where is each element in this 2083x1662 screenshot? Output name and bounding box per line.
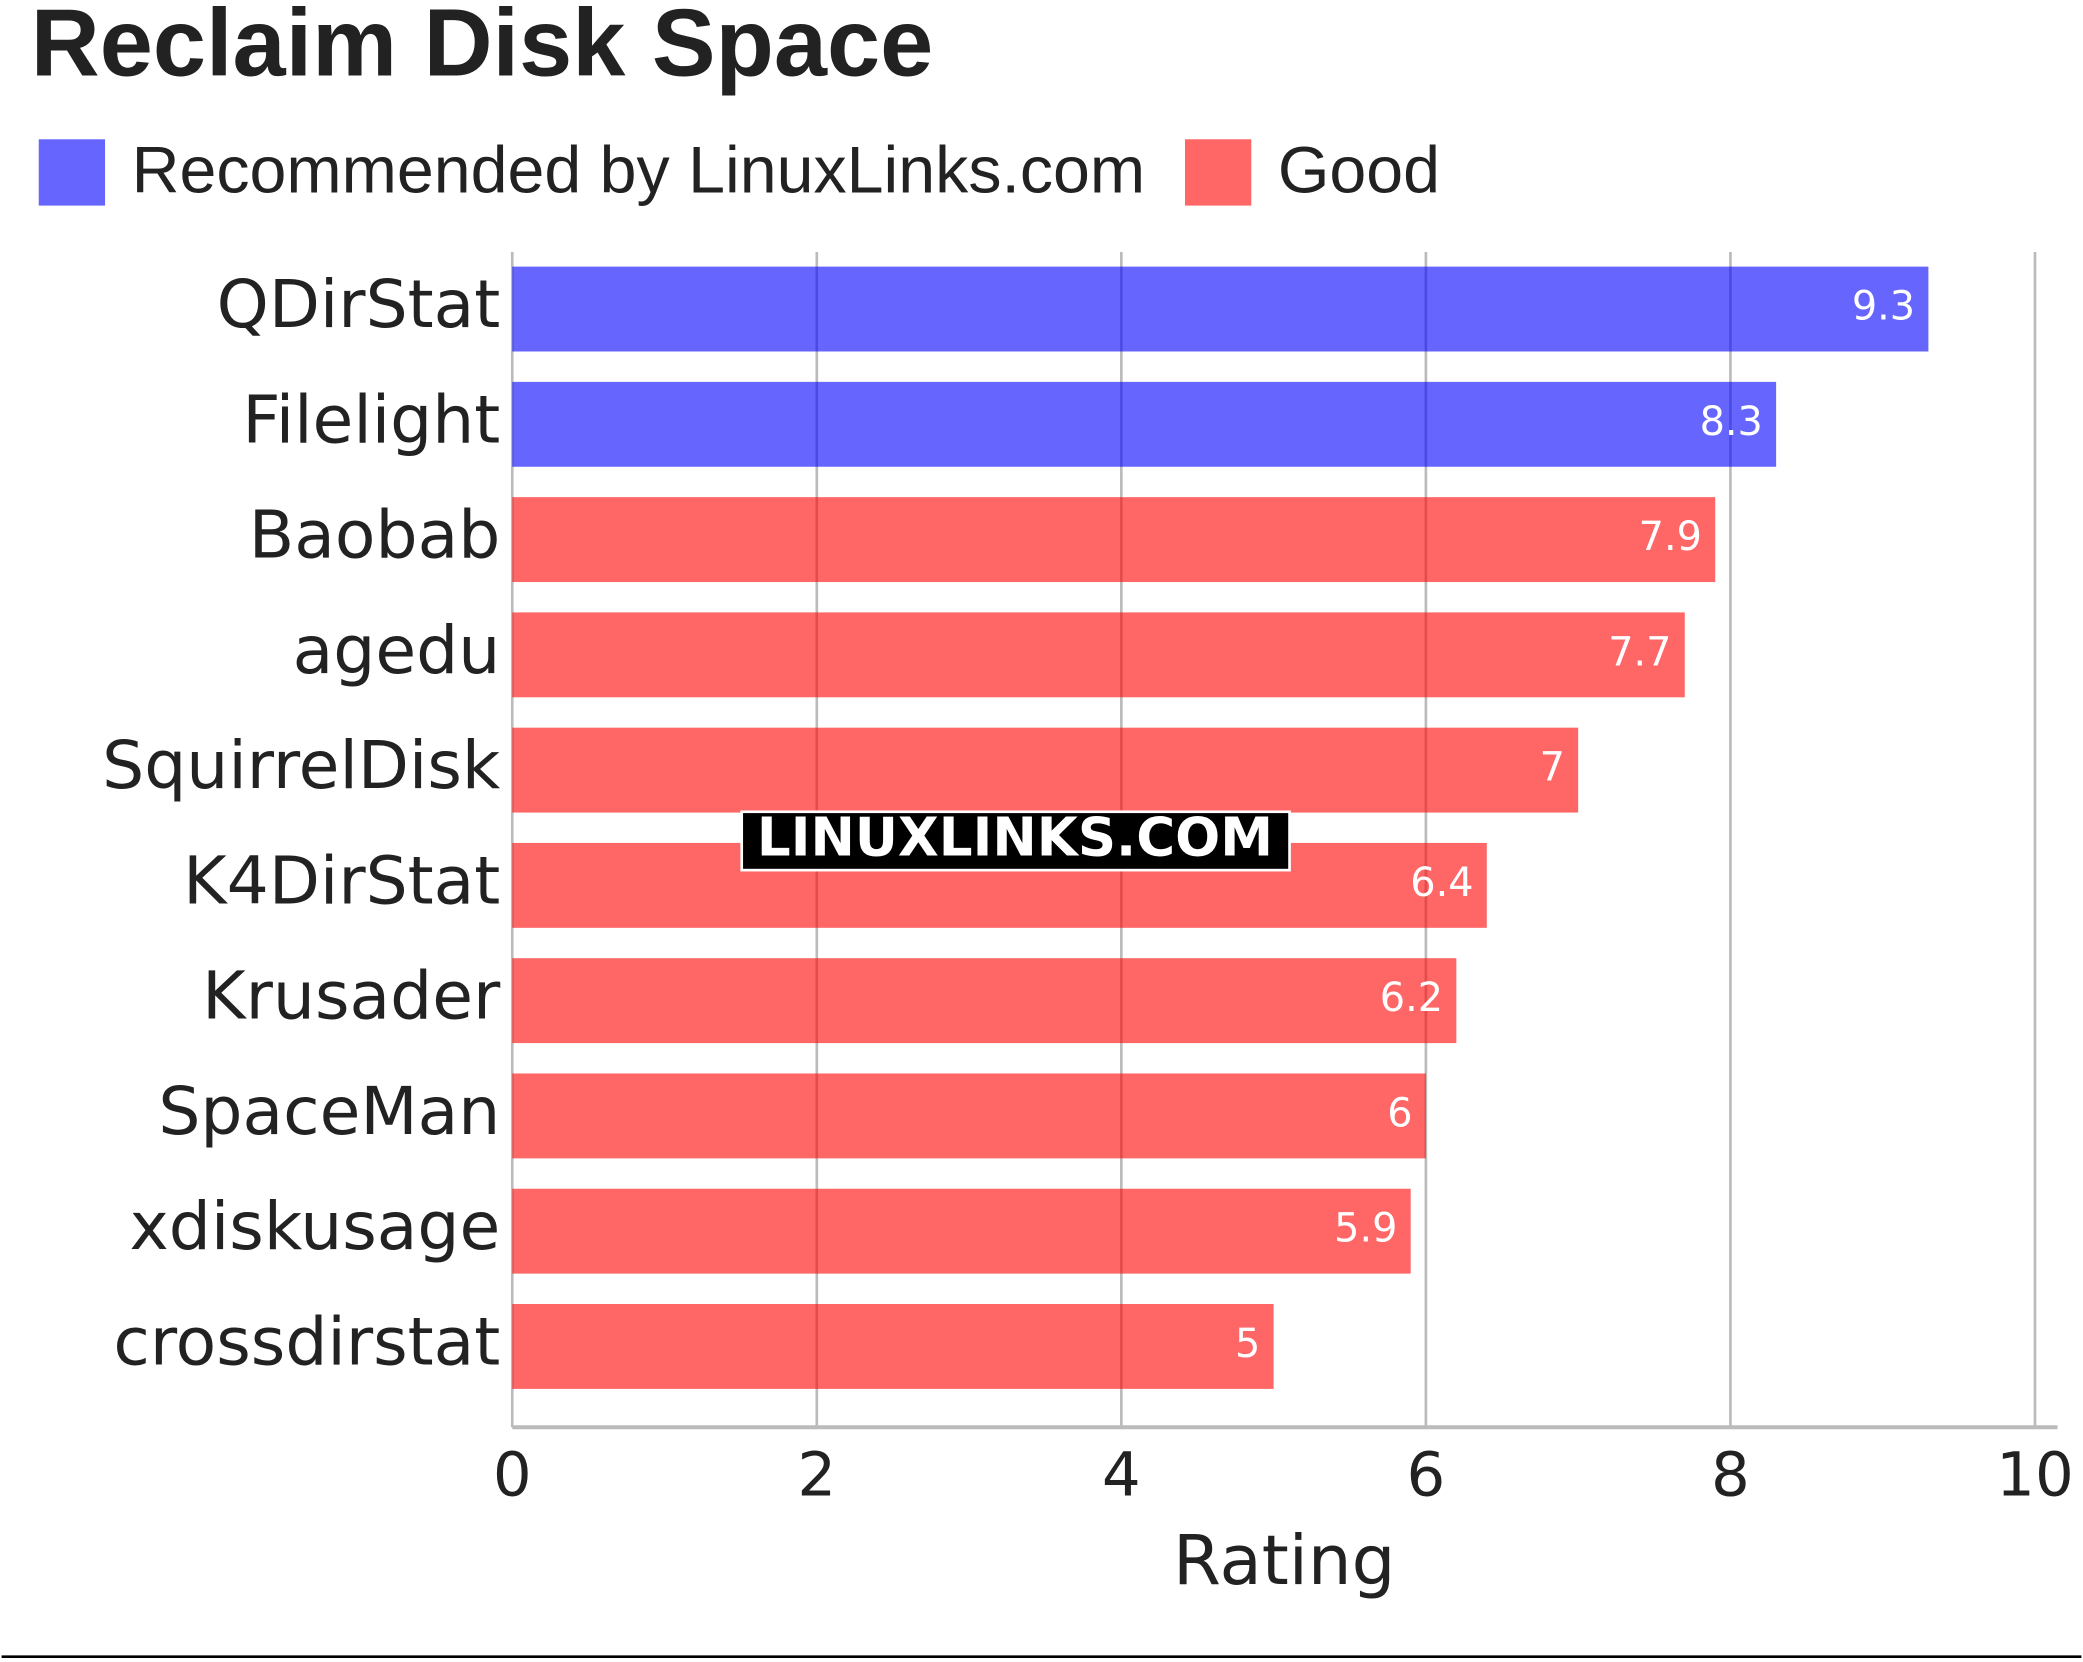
bar: [512, 1304, 1274, 1389]
bar: [512, 1073, 1426, 1159]
x-tick-label: 8: [1711, 1440, 1750, 1511]
data-label: 5.9: [1334, 1206, 1397, 1252]
x-tick-label: 4: [1102, 1440, 1141, 1511]
legend-swatch: [1184, 139, 1252, 206]
bar: [512, 266, 1929, 352]
y-tick-label: K4DirStat: [183, 841, 500, 919]
bar: [512, 612, 1685, 698]
x-tick-label: 2: [797, 1440, 836, 1511]
data-label: 6.2: [1380, 975, 1443, 1021]
y-tick-label: QDirStat: [217, 265, 501, 343]
x-axis-label: Rating: [1173, 1521, 1395, 1601]
x-tick-label: 0: [493, 1440, 532, 1511]
legend-label: Good: [1278, 134, 1440, 208]
y-tick-label: SquirrelDisk: [102, 726, 501, 804]
bar: [512, 1188, 1411, 1274]
y-tick-label: Krusader: [202, 957, 501, 1035]
y-tick-label: Baobab: [249, 496, 501, 574]
data-label: 8.3: [1700, 399, 1763, 445]
y-tick-label: Filelight: [242, 380, 500, 458]
watermark-box: [740, 810, 1291, 872]
x-tick-label: 10: [1996, 1440, 2074, 1511]
data-label: 6: [1387, 1090, 1412, 1136]
watermark: LINUXLINKS.COM: [757, 807, 1273, 869]
y-tick-label: SpaceMan: [158, 1072, 500, 1150]
bar: [512, 381, 1777, 467]
x-tick-label: 6: [1406, 1440, 1445, 1511]
data-label: 7.7: [1608, 629, 1671, 675]
chart-title: Reclaim Disk Space: [31, 0, 933, 97]
bar: [512, 497, 1716, 583]
y-tick-label: agedu: [293, 611, 501, 689]
bar: [512, 958, 1457, 1044]
data-label: 6.4: [1410, 860, 1473, 906]
legend-label: Recommended by LinuxLinks.com: [132, 134, 1146, 208]
bar: [512, 727, 1579, 813]
legend-swatch: [38, 139, 106, 206]
data-label: 7.9: [1639, 514, 1702, 560]
data-label: 9.3: [1852, 284, 1915, 330]
y-tick-label: xdiskusage: [130, 1187, 501, 1265]
y-tick-label: crossdirstat: [113, 1303, 500, 1381]
data-label: 7: [1540, 745, 1565, 791]
data-label: 5: [1235, 1321, 1260, 1367]
